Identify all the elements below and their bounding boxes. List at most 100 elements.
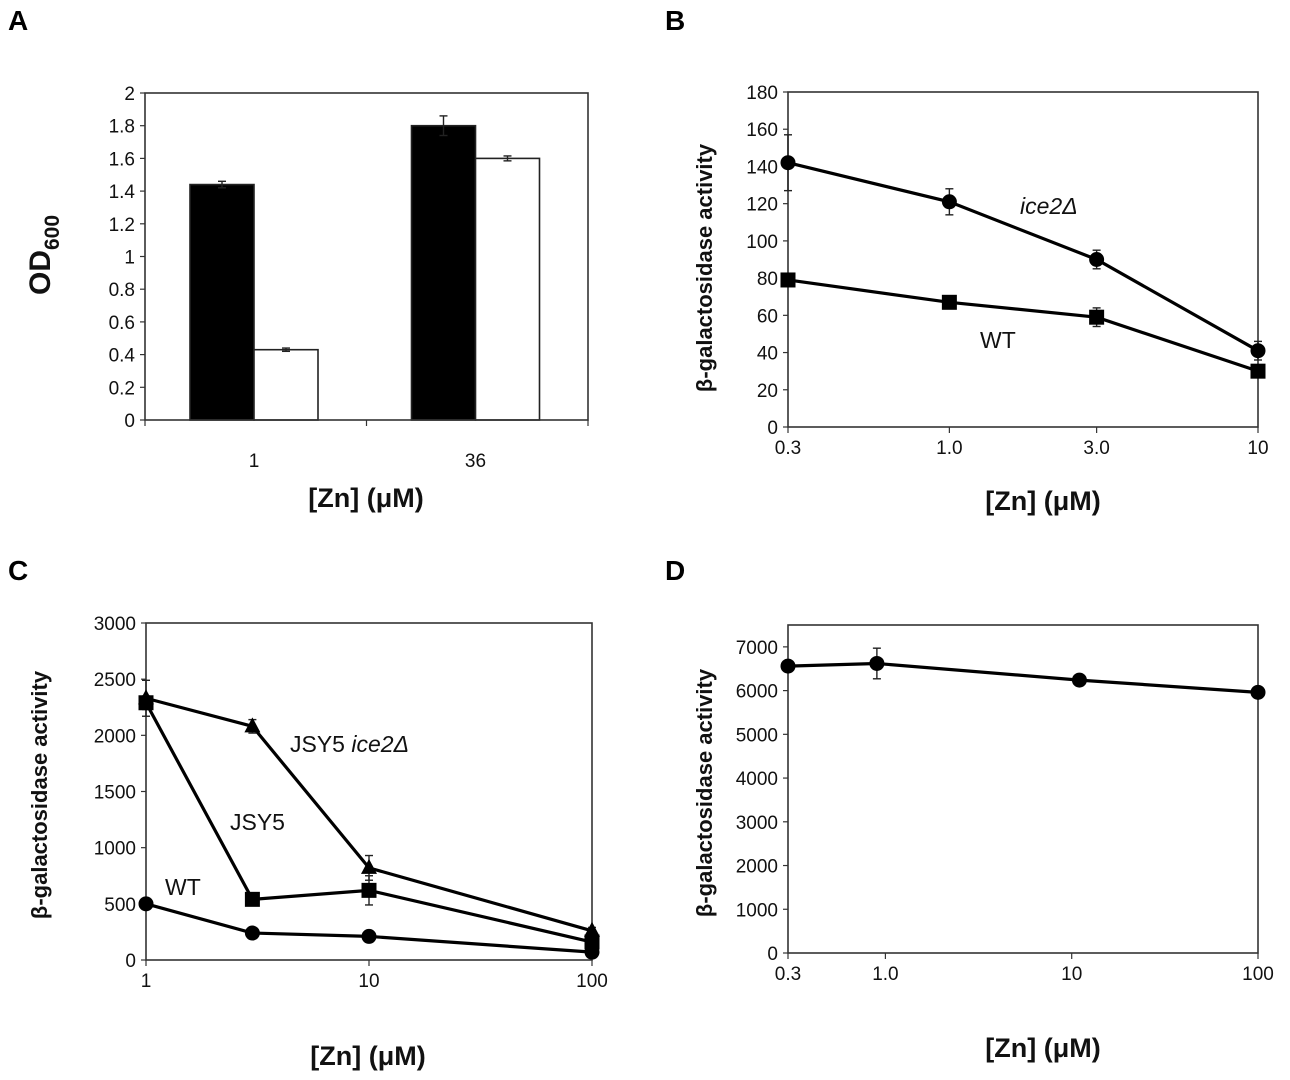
- x-tick-label: 10: [1061, 964, 1082, 985]
- data-point-circle: [584, 944, 600, 960]
- plot-frame: [787, 91, 1259, 428]
- x-tick-label: 0.3: [775, 438, 801, 459]
- x-axis-title: [Zn] (μM): [310, 1041, 425, 1071]
- y-tick-label: 2: [124, 84, 135, 105]
- panel-c: C [Zn] (μM) β-galactosidase activity 0 500 10…: [8, 555, 608, 1071]
- annotation-wt: WT: [165, 874, 201, 900]
- data-point-square: [244, 891, 260, 907]
- data-point-circle: [780, 155, 796, 171]
- y-tick-label: 40: [757, 344, 778, 365]
- annotation-ice2-delta: ice2Δ: [1020, 193, 1078, 219]
- data-point-triangle: [244, 717, 261, 733]
- y-tick-label: 0.2: [109, 378, 135, 399]
- y-tick-label: 2500: [94, 670, 136, 691]
- series-line-0: [787, 661, 1259, 694]
- y-tick-label: 7000: [736, 638, 778, 659]
- y-tick-label: 0.8: [109, 280, 135, 301]
- y-tick-label: 1: [124, 248, 135, 269]
- series-line-2: [145, 902, 593, 954]
- y-tick-label: 100: [746, 232, 778, 253]
- annotation-plain: JSY5: [290, 731, 351, 757]
- x-tick-label: 100: [576, 971, 608, 992]
- series-line-0: [145, 696, 593, 933]
- y-tick-label: 60: [757, 306, 778, 327]
- data-point-square: [941, 294, 957, 310]
- y-tick-label: 2000: [94, 726, 136, 747]
- y-tick-label: 0: [767, 944, 778, 965]
- data-point-circle: [138, 896, 154, 912]
- y-axis-title: β-galactosidase activity: [692, 143, 717, 392]
- plot-frame: [787, 624, 1259, 954]
- data-point-square: [780, 272, 796, 288]
- y-axis-title: OD600: [24, 215, 64, 295]
- panel-label: D: [665, 555, 685, 586]
- data-point-square: [361, 882, 377, 898]
- panel-b: B [Zn] (μM) β-galactosidase activity 0 20 40 6…: [665, 5, 1269, 516]
- y-axis-title-main: OD: [24, 250, 57, 295]
- x-tick-label: 1: [249, 451, 260, 472]
- y-tick-label: 6000: [736, 682, 778, 703]
- annotation-italic: ice2Δ: [351, 731, 409, 757]
- data-point-triangle: [584, 921, 600, 937]
- x-tick-label: 0.3: [775, 964, 801, 985]
- data-point-square: [1089, 309, 1105, 325]
- x-axis-title: [Zn] (μM): [308, 483, 423, 513]
- y-tick-label: 0: [767, 418, 778, 439]
- y-tick-label: 1.2: [109, 215, 135, 236]
- data-point-circle: [361, 928, 377, 944]
- panel-d: D [Zn] (μM) β-galactosidase activity 0 1000 2…: [665, 555, 1274, 1063]
- y-tick-label: 3000: [94, 614, 136, 635]
- plot-frame: [145, 622, 593, 961]
- y-tick-label: 120: [746, 195, 778, 216]
- panel-label: C: [8, 555, 28, 586]
- bar-white-1: [253, 348, 319, 421]
- annotation-wt: WT: [980, 327, 1016, 353]
- data-point-circle: [1089, 252, 1105, 267]
- x-axis-title: [Zn] (μM): [985, 1033, 1100, 1063]
- y-tick-label: 0: [125, 951, 136, 972]
- y-axis-title: β-galactosidase activity: [27, 670, 52, 919]
- y-tick-label: 4000: [736, 769, 778, 790]
- y-tick-label: 180: [746, 83, 778, 104]
- data-point-circle: [1250, 343, 1266, 359]
- y-axis-title-subscript: 600: [41, 215, 64, 250]
- y-tick-label: 80: [757, 269, 778, 290]
- panel-label: A: [8, 5, 28, 36]
- x-tick-label: 36: [465, 451, 486, 472]
- data-point-circle: [244, 925, 260, 941]
- y-tick-label: 500: [104, 895, 136, 916]
- y-tick-label: 1000: [736, 900, 778, 921]
- x-tick-label: 1: [141, 971, 152, 992]
- y-tick-label: 1.6: [109, 149, 135, 170]
- y-tick-label: 1500: [94, 783, 136, 804]
- y-tick-label: 20: [757, 381, 778, 402]
- x-tick-label: 3.0: [1083, 438, 1109, 459]
- annotation-jsy5: JSY5: [230, 809, 285, 835]
- data-point-circle: [869, 655, 885, 671]
- x-tick-label: 100: [1242, 964, 1274, 985]
- data-point-circle: [1071, 672, 1087, 688]
- y-tick-label: 2000: [736, 857, 778, 878]
- panel-label: B: [665, 5, 685, 36]
- series-line-1: [144, 701, 593, 944]
- y-tick-label: 0.6: [109, 313, 135, 334]
- y-tick-label: 3000: [736, 813, 778, 834]
- panel-a: A [Zn] (μM) 1 36 0 0.2 0.4 0.6 0.8 1 1.2 1.4 1.6 1.8 2…: [8, 5, 589, 513]
- data-point-circle: [1250, 684, 1266, 700]
- data-point-triangle: [361, 858, 377, 874]
- x-axis-title: [Zn] (μM): [985, 486, 1100, 516]
- y-tick-label: 1.8: [109, 117, 135, 138]
- y-tick-label: 5000: [736, 725, 778, 746]
- y-tick-label: 1000: [94, 839, 136, 860]
- bar-black-36: [410, 124, 477, 421]
- annotation-jsy5-ice2-delta: JSY5 ice2Δ: [290, 731, 409, 757]
- x-tick-label: 1.0: [872, 964, 898, 985]
- y-tick-label: 160: [746, 120, 778, 141]
- y-tick-label: 0.4: [109, 346, 136, 367]
- data-point-square: [138, 695, 154, 711]
- data-point-circle: [941, 194, 957, 210]
- data-point-circle: [780, 658, 796, 674]
- bar-black-1: [189, 183, 255, 421]
- y-axis-title: β-galactosidase activity: [692, 668, 717, 917]
